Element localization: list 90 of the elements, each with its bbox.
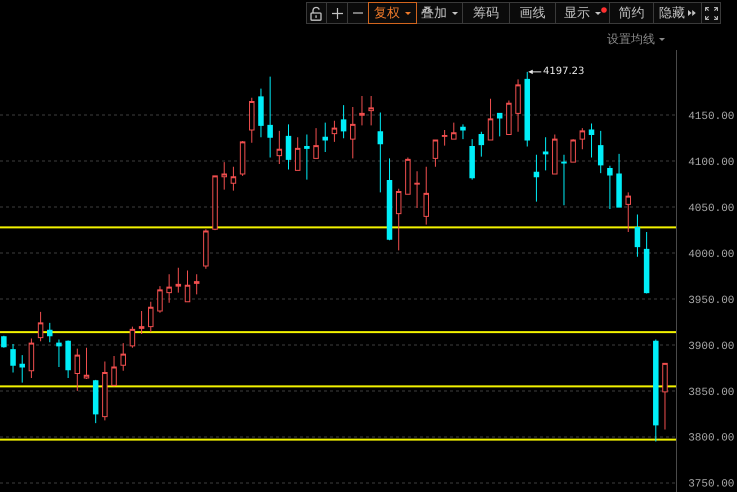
candlestick	[488, 98, 494, 141]
candlestick	[442, 129, 448, 146]
y-tick-label: 3850.00	[688, 386, 734, 399]
candlestick	[634, 214, 640, 258]
candlestick	[588, 123, 594, 158]
y-tick-label: 4000.00	[688, 248, 734, 261]
candlestick	[286, 124, 292, 170]
candlestick	[102, 361, 108, 421]
candlestick	[194, 274, 200, 295]
candlestick	[662, 362, 668, 430]
candlestick	[203, 228, 209, 270]
text: 简约	[618, 5, 644, 22]
y-tick-label: 3800.00	[688, 432, 734, 445]
y-tick-label: 4100.00	[688, 157, 734, 170]
y-tick-label: 3750.00	[688, 478, 734, 491]
candlestick	[616, 153, 622, 208]
candlestick	[176, 267, 182, 294]
candlestick	[469, 138, 475, 180]
candlestick	[212, 175, 218, 231]
candlestick	[166, 274, 172, 304]
text: 显示	[564, 5, 590, 22]
candlestick	[267, 76, 273, 158]
y-tick-label: 3900.00	[688, 340, 734, 353]
candlestick	[130, 326, 136, 348]
y-tick-label: 4050.00	[688, 202, 734, 215]
candlestick	[92, 379, 98, 424]
candlestick	[460, 124, 466, 140]
candlestick	[230, 166, 236, 192]
candlestick	[570, 138, 576, 163]
candlestick	[157, 286, 163, 314]
candlestick	[1, 335, 7, 348]
candlestick	[19, 354, 25, 384]
candlestick	[405, 157, 411, 195]
text: 叠加	[421, 5, 447, 22]
candlestick	[294, 136, 300, 171]
candlestick	[552, 134, 558, 175]
candlestick	[378, 112, 384, 193]
candlestick	[607, 165, 613, 210]
candlestick	[644, 231, 650, 294]
candlestick	[10, 344, 16, 374]
candlestick	[184, 270, 190, 302]
candlestick	[561, 154, 567, 206]
candlestick	[221, 162, 227, 190]
candlestick	[332, 120, 338, 142]
text: 画线	[520, 5, 546, 22]
candlestick	[451, 122, 457, 140]
candlestick	[322, 122, 328, 152]
text: 设置均线	[607, 30, 655, 48]
candlestick	[313, 128, 319, 159]
candlestick	[396, 188, 402, 251]
candlestick	[626, 192, 631, 232]
candlestick	[111, 356, 117, 387]
candlestick	[47, 322, 53, 343]
candlestick	[359, 95, 365, 126]
text: 隐藏	[659, 5, 685, 22]
candlestick	[258, 88, 264, 138]
y-tick-label: 3950.00	[688, 294, 734, 307]
candlestick	[340, 104, 346, 139]
candlestick	[138, 310, 144, 334]
candlestick	[56, 338, 62, 368]
text: 筹码	[473, 5, 499, 22]
candlestick	[304, 134, 310, 180]
candlestick	[368, 95, 374, 126]
candlestick	[28, 338, 34, 379]
candlestick	[432, 140, 438, 168]
candlestick	[598, 130, 604, 174]
candlestick	[386, 158, 392, 241]
candlestick	[240, 140, 246, 176]
candlestick	[580, 128, 586, 150]
candlestick	[423, 166, 429, 226]
candlestick	[84, 347, 90, 380]
candlestick	[74, 348, 80, 392]
y-tick-label: 4150.00	[688, 111, 734, 124]
candlestick	[249, 97, 255, 144]
candlestick	[350, 106, 356, 159]
text: 复权	[374, 5, 400, 22]
candlestick	[65, 340, 71, 379]
candlestick	[120, 342, 126, 372]
candlestick	[496, 112, 502, 137]
candlestick	[414, 170, 420, 209]
candlestick	[276, 130, 282, 164]
candlestick	[506, 100, 512, 136]
candlestick	[515, 78, 521, 132]
candlestick	[478, 131, 484, 158]
candlestick	[542, 136, 548, 171]
annotation: 4197.23	[543, 66, 584, 77]
candlestick	[38, 311, 44, 342]
candlestick	[534, 154, 540, 202]
candlestick	[148, 301, 154, 333]
candlestick	[653, 338, 659, 442]
